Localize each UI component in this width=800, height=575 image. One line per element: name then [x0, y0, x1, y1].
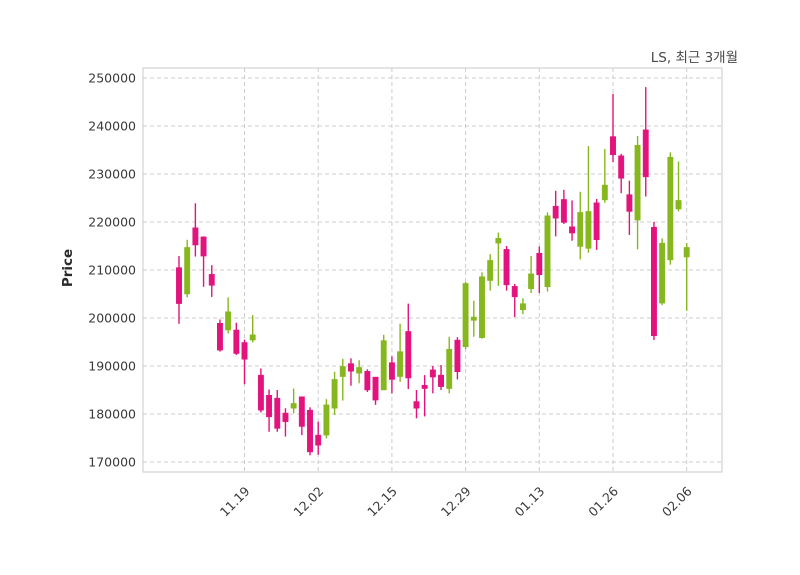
candle-body — [438, 374, 444, 387]
candle-body — [307, 409, 313, 453]
candle-body — [446, 348, 453, 389]
y-tick-label: 250000 — [88, 71, 136, 86]
candle-body — [577, 212, 584, 247]
candle-body — [626, 194, 633, 212]
candle-body — [454, 339, 461, 373]
candle-body — [487, 260, 494, 281]
candle-body — [348, 363, 354, 372]
candle-body — [413, 401, 420, 409]
candle-body — [282, 412, 289, 422]
candle-body — [479, 276, 485, 338]
x-tick-label: 12.29 — [438, 483, 474, 519]
y-tick-label: 180000 — [88, 407, 136, 422]
candle-body — [216, 323, 223, 351]
candle-body — [536, 252, 543, 276]
candle-body — [593, 202, 600, 241]
candle-body — [560, 199, 567, 223]
candle-body — [569, 226, 576, 234]
candle-body — [683, 247, 690, 258]
candle-body — [290, 403, 297, 409]
candle-body — [274, 397, 281, 429]
candle-body — [233, 329, 240, 354]
candle-body — [667, 156, 674, 261]
candle-body — [249, 334, 256, 341]
candle-body — [266, 395, 273, 418]
x-tick-label: 12.02 — [290, 484, 326, 520]
y-tick-label: 210000 — [88, 263, 136, 278]
candle-body — [528, 273, 535, 289]
candle-body — [356, 367, 363, 374]
x-tick-label: 01.26 — [585, 483, 621, 519]
candle-body — [315, 434, 322, 446]
candle-body — [380, 340, 387, 391]
candle-body — [642, 129, 649, 178]
candle-body — [511, 286, 518, 298]
candle-body — [470, 316, 477, 321]
candle-body — [364, 371, 371, 391]
candle-body — [200, 236, 207, 257]
candle-body — [544, 215, 551, 288]
candle-body — [519, 303, 526, 311]
candle-body — [241, 342, 248, 360]
x-tick-label: 02.06 — [659, 483, 695, 519]
x-tick-label: 01.13 — [512, 484, 548, 520]
candle-body — [388, 362, 395, 380]
candle-body — [192, 227, 199, 246]
candle-body — [339, 366, 346, 377]
candle-body — [331, 379, 338, 409]
candle-body — [176, 267, 182, 304]
y-tick-label: 200000 — [88, 311, 136, 326]
candle-body — [462, 283, 469, 348]
candle-body — [372, 376, 379, 401]
candle-body — [225, 311, 232, 331]
candle-body — [618, 155, 625, 179]
x-tick-label: 12.15 — [364, 484, 400, 520]
y-tick-label: 220000 — [88, 215, 136, 230]
candle-body — [634, 144, 641, 221]
chart-title: LS, 최근 3개월 — [650, 50, 738, 66]
candle-body — [405, 331, 412, 379]
y-tick-label: 190000 — [88, 359, 136, 374]
candle-body — [184, 247, 191, 295]
candle-body — [323, 404, 330, 436]
y-tick-label: 240000 — [88, 119, 136, 134]
candle-body — [601, 184, 608, 201]
x-tick-label: 11.19 — [217, 483, 253, 519]
candle-body — [421, 384, 428, 389]
candle-body — [503, 249, 510, 286]
candle-body — [298, 396, 305, 427]
y-tick-label: 230000 — [88, 167, 136, 182]
candle-body — [659, 242, 666, 304]
candle-body — [429, 369, 436, 378]
candle-body — [675, 200, 682, 210]
candle-body — [397, 351, 404, 377]
candle-body — [495, 238, 502, 244]
candle-body — [552, 205, 559, 219]
candle-body — [610, 136, 616, 156]
y-axis-label: Price — [60, 248, 76, 288]
candle-body — [650, 227, 657, 337]
candle-body — [208, 274, 215, 286]
y-tick-label: 170000 — [88, 455, 136, 470]
candle-body — [257, 374, 264, 411]
candle-body — [585, 211, 592, 249]
